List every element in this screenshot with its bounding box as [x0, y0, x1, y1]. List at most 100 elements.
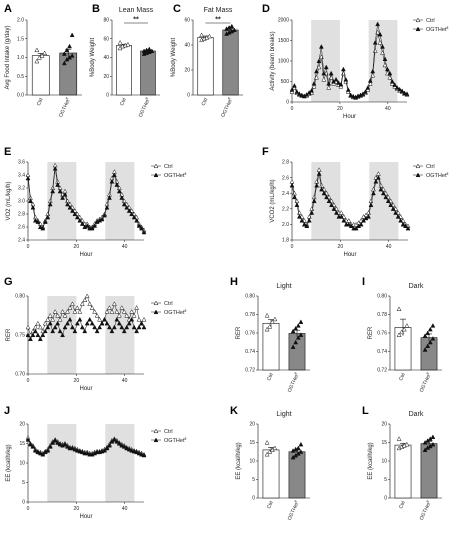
chart-k: K Light 0 5 10 15 20 EE (kcal/h/kg) Ctrl OGTHetfl	[230, 405, 310, 521]
series-point	[111, 172, 117, 178]
series-point	[398, 217, 404, 223]
series-point	[141, 324, 147, 330]
series-point	[340, 66, 346, 72]
series-point	[50, 328, 56, 334]
series-point	[309, 87, 314, 93]
series-point	[370, 68, 376, 74]
legend-label: OGTHetfl	[164, 437, 187, 444]
series-point	[124, 204, 130, 210]
panel-label: I	[362, 276, 365, 288]
series-point	[116, 312, 122, 318]
data-point	[396, 306, 402, 311]
series-point	[79, 221, 85, 226]
series-point	[89, 320, 95, 326]
x-tick-label: OGTHetfl	[219, 97, 234, 119]
series-point	[60, 309, 65, 314]
chart-i: I Dark 0.72 0.74 0.76 0.78 0.80 RER Ctrl OGTHetfl	[362, 276, 442, 393]
series-point	[388, 202, 394, 207]
significance-label: **	[133, 17, 139, 24]
x-tick-label: 0	[27, 506, 30, 512]
y-tick-label: 1.5	[17, 36, 24, 42]
y-axis-label: VCO2 (mL/kg/h)	[270, 179, 276, 222]
series-point	[55, 440, 61, 445]
data-point	[293, 325, 299, 331]
series-point	[111, 324, 117, 330]
series-point	[30, 204, 36, 210]
series-point	[65, 444, 70, 449]
chart-title: Light	[276, 411, 291, 418]
series-point	[70, 301, 75, 306]
series-point	[289, 87, 295, 92]
dark-period-shade	[47, 424, 77, 502]
series-point	[97, 324, 102, 330]
series-point	[139, 320, 144, 326]
series-point	[403, 223, 408, 229]
series-point	[104, 204, 110, 210]
bar-ctrl	[116, 45, 132, 96]
series-point	[377, 40, 383, 45]
series-point	[62, 441, 68, 447]
data-point	[264, 451, 270, 457]
series-point	[52, 309, 58, 314]
series-point	[40, 332, 46, 338]
y-tick-label: 0	[106, 93, 109, 99]
series-point	[338, 214, 344, 219]
y-tick-label: 20	[184, 68, 190, 74]
series-point	[296, 91, 302, 96]
series-point	[361, 217, 366, 223]
series-point	[99, 216, 105, 222]
data-point	[425, 343, 431, 348]
series-point	[37, 324, 43, 330]
data-point	[69, 53, 75, 58]
series-point	[114, 309, 120, 314]
series-point	[74, 447, 80, 453]
data-point	[272, 445, 278, 451]
series-point	[392, 82, 398, 87]
series-point	[77, 316, 83, 322]
series-point	[292, 83, 297, 88]
y-tick-label: 0.80	[377, 294, 387, 300]
y-tick-label: 0.80	[245, 294, 255, 300]
series-point	[104, 445, 110, 451]
series-point	[318, 44, 324, 49]
y-tick-label: 10	[249, 459, 255, 465]
series-point	[28, 441, 33, 447]
series-point	[316, 58, 322, 64]
series-point	[28, 198, 33, 204]
series-point	[84, 320, 90, 326]
series-point	[55, 312, 61, 318]
data-point	[290, 328, 296, 334]
data-point	[34, 47, 40, 53]
bar-ctrl	[197, 37, 214, 96]
series-point	[365, 85, 371, 90]
y-tick-label: 15	[249, 440, 255, 446]
series-point	[367, 78, 373, 83]
series-point	[70, 324, 75, 330]
series-point	[57, 316, 63, 322]
series-point	[373, 178, 379, 184]
data-point	[430, 336, 436, 341]
y-tick-label: 20	[103, 74, 109, 80]
series-point	[47, 320, 53, 326]
y-tick-label: 0.72	[377, 368, 387, 374]
y-tick-label: 0.80	[15, 294, 25, 300]
series-point	[102, 447, 107, 453]
x-tick-label: Ctrl	[266, 372, 275, 382]
series-point	[385, 66, 390, 72]
series-point	[92, 309, 98, 314]
series-point	[32, 328, 38, 334]
y-tick-label: 0.74	[377, 349, 387, 355]
series-point	[72, 446, 78, 452]
series-point	[129, 316, 135, 322]
series-point	[294, 89, 300, 94]
y-tick-label: 10	[19, 461, 25, 467]
data-point	[264, 326, 270, 332]
series-point	[338, 81, 344, 87]
series-point	[47, 312, 53, 318]
series-point	[136, 324, 142, 330]
data-point	[206, 33, 212, 39]
series-point	[111, 437, 117, 442]
series-point	[89, 225, 95, 231]
series-point	[30, 444, 36, 449]
series-point	[65, 309, 70, 314]
